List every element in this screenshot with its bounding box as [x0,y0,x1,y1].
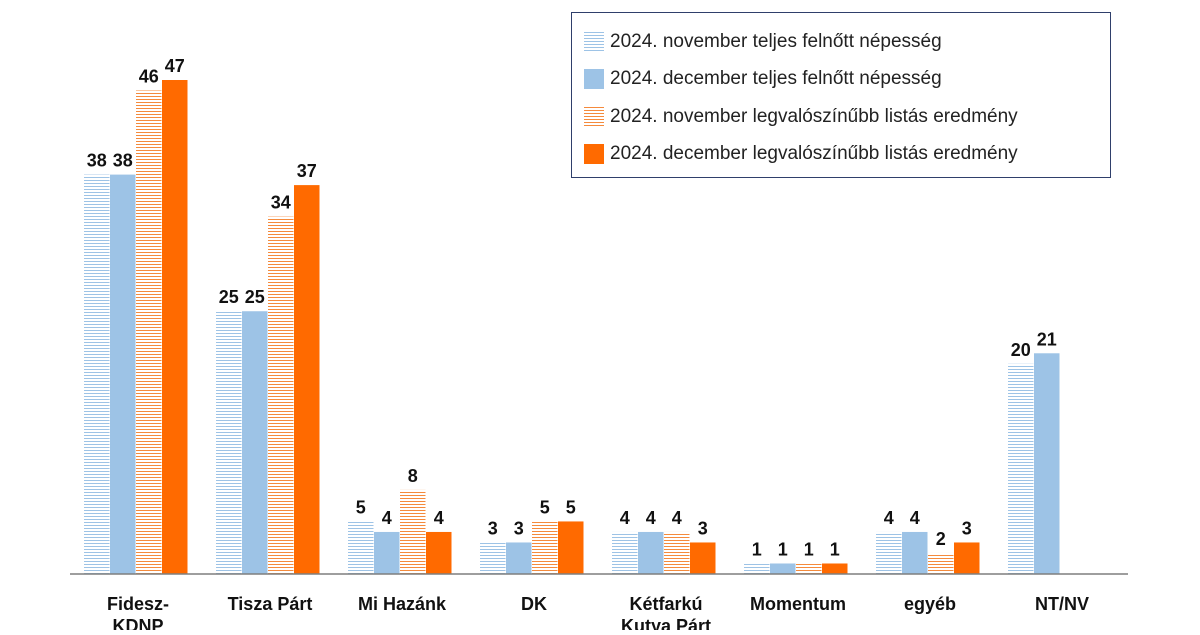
x-tick-label: NT/NV [1035,594,1089,614]
bar-1-fidesz-kdnp [84,174,110,574]
legend-item-dec-total: 2024. december teljes felnőtt népesség [584,61,1110,99]
data-label: 4 [434,508,444,528]
bar-3-k-tfark-kutya-p-rt [664,531,690,574]
data-label: 5 [356,497,366,517]
x-tick-label: Fidesz-KDNP [107,594,169,630]
data-label: 5 [540,497,550,517]
x-tick-label: egyéb [904,594,956,614]
bar-2-nt-nv [1034,353,1060,574]
bar-4-fidesz-kdnp [162,80,188,574]
bar-4-mi-haz-nk [426,531,452,574]
bar-2-fidesz-kdnp [110,174,136,574]
data-label: 1 [752,539,762,559]
bar-1-k-tfark-kutya-p-rt [612,531,638,574]
legend-swatch-solid-orange [584,144,604,165]
bar-2-mi-haz-nk [374,531,400,574]
data-label: 3 [962,518,972,538]
bar-2-momentum [770,563,796,574]
data-label: 20 [1011,340,1031,360]
data-label: 37 [297,161,317,181]
bars [84,80,1060,575]
bar-1-egy-b [876,531,902,574]
bar-3-tisza-p-rt [268,216,294,574]
bar-4-momentum [822,563,848,574]
x-tick-label: Tisza Párt [228,594,313,614]
data-label: 8 [408,466,418,486]
data-label: 46 [139,67,159,87]
legend-label: 2024. december legvalószínűbb listás ere… [610,143,1018,165]
legend-label: 2024. december teljes felnőtt népesség [610,68,942,90]
legend-label: 2024. november teljes felnőtt népesség [610,30,942,52]
data-label: 2 [936,529,946,549]
bar-1-mi-haz-nk [348,521,374,574]
bar-1-dk [480,542,506,574]
legend-label: 2024. november legvalószínűbb listás ere… [610,105,1018,127]
legend-swatch-striped-orange [584,106,604,127]
bar-1-nt-nv [1008,363,1034,574]
legend: 2024. november teljes felnőtt népesség 2… [571,12,1111,178]
bar-3-momentum [796,563,822,574]
data-label: 34 [271,193,291,213]
data-label: 4 [910,508,920,528]
legend-item-nov-list: 2024. november legvalószínűbb listás ere… [584,98,1110,136]
bar-4-tisza-p-rt [294,185,320,574]
data-label: 4 [646,508,656,528]
bar-2-egy-b [902,531,928,574]
data-label: 5 [566,497,576,517]
bar-3-egy-b [928,552,954,574]
bar-2-k-tfark-kutya-p-rt [638,531,664,574]
bar-3-dk [532,521,558,574]
data-label: 4 [382,508,392,528]
bar-4-dk [558,521,584,574]
legend-item-nov-total: 2024. november teljes felnőtt népesség [584,23,1110,61]
data-label: 25 [245,287,265,307]
bar-3-mi-haz-nk [400,489,426,574]
legend-swatch-solid-blue [584,69,604,90]
data-label: 3 [698,518,708,538]
x-tick-label: DK [521,594,547,614]
x-tick-label: Kétfarkú Kutya Párt [621,594,711,630]
data-label: 1 [778,539,788,559]
bar-4-egy-b [954,542,980,574]
data-label: 4 [884,508,894,528]
data-label: 3 [514,518,524,538]
bar-2-tisza-p-rt [242,311,268,574]
bar-1-tisza-p-rt [216,311,242,574]
bar-3-fidesz-kdnp [136,90,162,575]
data-label: 3 [488,518,498,538]
legend-item-dec-list: 2024. december legvalószínűbb listás ere… [584,136,1110,174]
data-label: 38 [87,151,107,171]
data-label: 1 [830,539,840,559]
data-label: 4 [672,508,682,528]
legend-swatch-striped-blue [584,31,604,52]
bar-4-k-tfark-kutya-p-rt [690,542,716,574]
data-label: 4 [620,508,630,528]
x-tick-label: Mi Hazánk [358,594,447,614]
data-label: 38 [113,151,133,171]
bar-2-dk [506,542,532,574]
data-label: 21 [1037,329,1057,349]
data-label: 47 [165,56,185,76]
data-label: 25 [219,287,239,307]
x-axis-tick-labels: Fidesz-KDNP Tisza Párt Mi Hazánk DK Kétfarkú… [107,594,1089,635]
x-tick-label: Momentum [750,594,846,614]
data-label: 1 [804,539,814,559]
bar-1-momentum [744,563,770,574]
